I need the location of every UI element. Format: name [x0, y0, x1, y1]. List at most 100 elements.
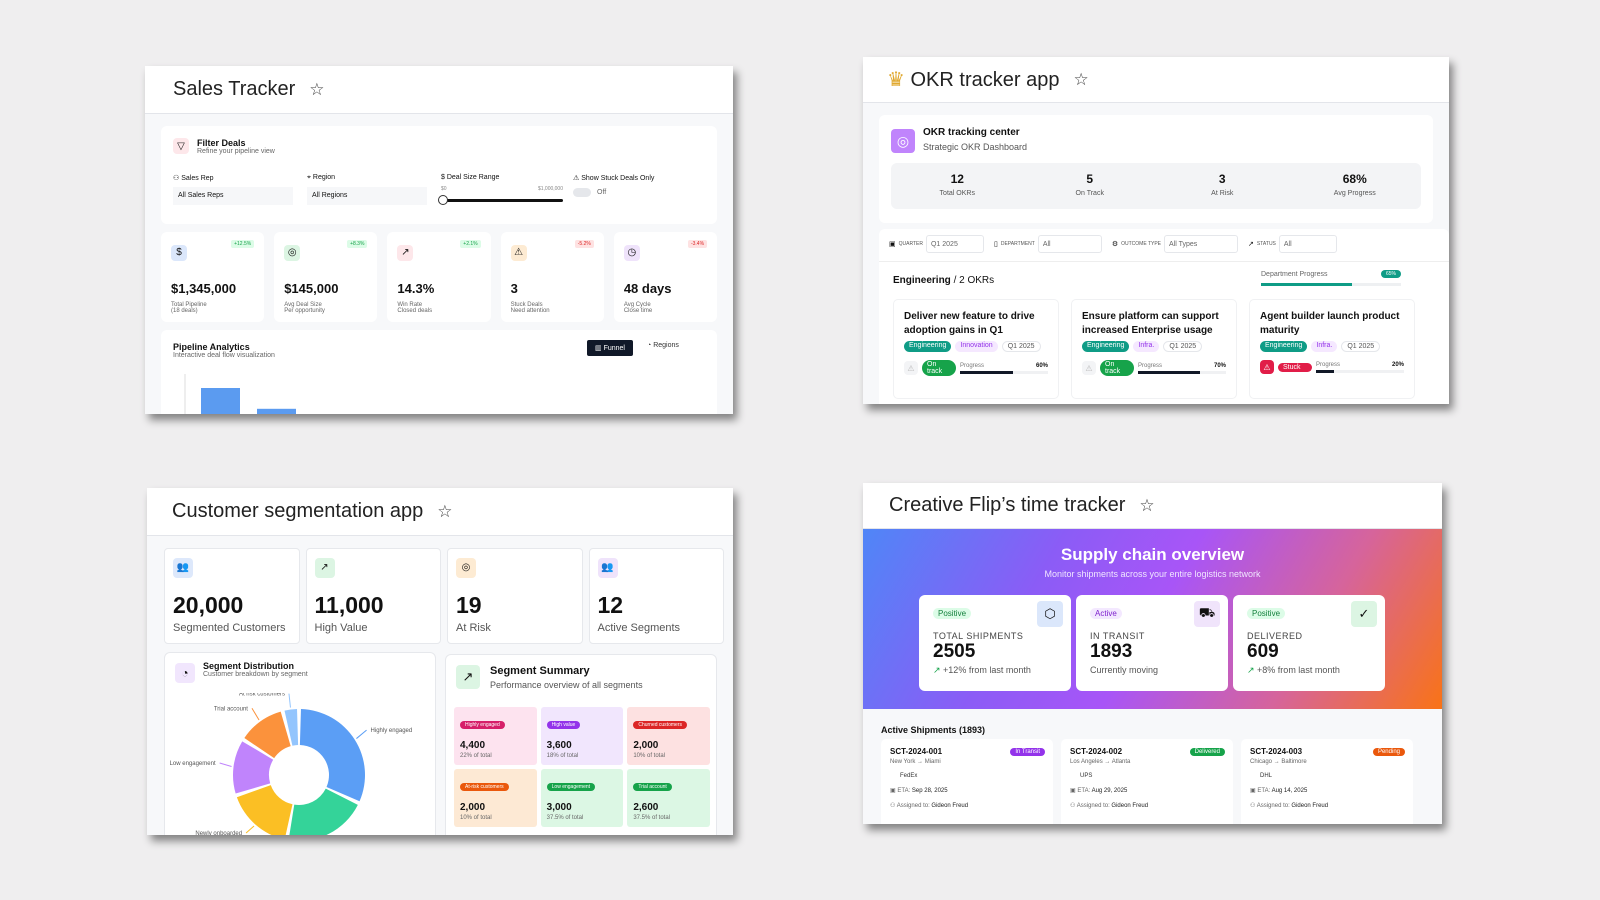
- filter-select[interactable]: All: [1278, 235, 1337, 253]
- donut-slice[interactable]: [236, 785, 293, 835]
- card-header: Sales Tracker ☆: [145, 66, 733, 114]
- filter-label: OUTCOME TYPE: [1121, 241, 1162, 247]
- hero-subtitle: Monitor shipments across your entire log…: [1044, 569, 1261, 579]
- donut-slice[interactable]: [233, 741, 274, 794]
- okr-status-badge: On track: [1100, 360, 1134, 376]
- carrier: FedEx: [900, 773, 918, 779]
- star-icon[interactable]: ☆: [1139, 495, 1155, 515]
- segment-pct: 18% of total: [546, 753, 579, 759]
- trend-up-icon: ↗: [933, 665, 944, 675]
- donut-slice[interactable]: [289, 788, 358, 835]
- stuck-label: Show Stuck Deals Only: [581, 175, 655, 182]
- active-shipments-title: Active Shipments (1893): [881, 725, 986, 735]
- star-icon[interactable]: ☆: [437, 501, 453, 521]
- shipment-card[interactable]: SCT-2024-003 Pending Chicago → Baltimore…: [1241, 739, 1413, 824]
- stat-badge: Positive: [1247, 608, 1286, 619]
- regions-button[interactable]: ◔ Regions: [647, 342, 679, 349]
- segment-tag: Trial account: [633, 783, 672, 791]
- okr-list-panel: ▣ QUARTER Q1 2025 ▯ DEPARTMENT All ⚙ OUTCOME TY…: [879, 229, 1449, 404]
- segment-kpi-card: 👥 12 Active Segments: [588, 548, 724, 644]
- stuck-toggle[interactable]: [573, 188, 591, 197]
- segment-tile[interactable]: At-risk customers 2,000 10% of total: [454, 769, 537, 827]
- okr-filter: ▯ DEPARTMENT All: [994, 235, 1102, 253]
- stat-value: 2505: [933, 641, 976, 662]
- okr-stat-label: On Track: [1075, 190, 1104, 197]
- supply-chain-card: Creative Flip’s time tracker ☆ Supply ch…: [863, 483, 1442, 824]
- okr-stat-value: 5: [1086, 172, 1094, 186]
- shipment-card[interactable]: SCT-2024-001 In Transit New York → Miami…: [881, 739, 1053, 824]
- segment-tile[interactable]: Churned customers 2,000 10% of total: [627, 707, 710, 765]
- user-icon: ⚇: [1250, 803, 1257, 809]
- segment-tile[interactable]: Trial account 2,600 37.5% of total: [627, 769, 710, 827]
- kpi-label: Avg Deal Size: [284, 301, 322, 308]
- arrow-right-icon: →: [1273, 759, 1280, 765]
- filter-select[interactable]: Q1 2025: [925, 235, 984, 253]
- filter-select[interactable]: All Types: [1164, 235, 1239, 253]
- okr-item-card[interactable]: Agent builder launch product maturity En…: [1249, 299, 1415, 399]
- card-title-text: OKR tracker app: [910, 69, 1060, 91]
- donut-slice[interactable]: [284, 709, 299, 746]
- shipment-stat-card: Active ⛟ IN TRANSIT 1893 Currently movin…: [1076, 595, 1228, 691]
- progress-value: 20%: [1391, 361, 1404, 368]
- okr-item-card[interactable]: Ensure platform can support increased En…: [1071, 299, 1237, 399]
- filter-subtitle: Refine your pipeline view: [197, 148, 275, 155]
- card-header: Creative Flip’s time tracker ☆: [863, 483, 1442, 529]
- okr-item-title: Ensure platform can support increased En…: [1082, 311, 1219, 336]
- slider-handle[interactable]: [438, 195, 448, 205]
- summary-title: Segment Summary: [490, 665, 590, 677]
- star-icon[interactable]: ☆: [1073, 69, 1089, 89]
- department-heading: Engineering / 2 OKRs: [893, 275, 994, 286]
- star-icon[interactable]: ☆: [309, 79, 325, 99]
- eta-value: Sep 28, 2025: [911, 788, 948, 794]
- segment-tag: Highly engaged: [460, 721, 505, 729]
- segment-kpi-value: 12: [597, 591, 624, 618]
- segment-tile[interactable]: High value 3,600 18% of total: [540, 707, 624, 765]
- okr-tag: Engineering: [1260, 341, 1308, 352]
- donut-slice[interactable]: [244, 711, 291, 759]
- trend-up-icon: ↗: [314, 557, 335, 578]
- deal-size-label: Deal Size Range: [446, 174, 500, 181]
- region-label: Region: [312, 174, 336, 181]
- card-title: ♛ OKR tracker app: [887, 67, 1059, 92]
- card-title: Creative Flip’s time tracker: [889, 494, 1126, 516]
- segment-tile[interactable]: Highly engaged 4,400 22% of total: [454, 707, 537, 765]
- warning-icon: ⚠: [573, 175, 582, 182]
- segment-tile[interactable]: Low engagement 3,000 37.5% of total: [540, 769, 624, 827]
- donut-leader-line: [251, 708, 260, 721]
- deal-size-slider[interactable]: [438, 195, 563, 205]
- kpi-card: $ +12.5% $1,345,000 Total Pipeline (18 d…: [161, 232, 265, 322]
- arrow-right-icon: →: [917, 759, 924, 765]
- stat-note: +12% from last month: [943, 665, 1031, 675]
- pin-icon: ⌖: [307, 174, 313, 181]
- shipment-status-badge: In Transit: [1010, 748, 1045, 756]
- dollar-icon: $: [171, 244, 187, 261]
- okr-status-badge: Stuck: [1278, 362, 1312, 372]
- kpi-change-badge: -3.4%: [687, 240, 708, 248]
- assignee: Gideon Freud: [931, 803, 969, 809]
- donut-leader-line: [288, 693, 291, 708]
- bar[interactable]: [201, 388, 240, 414]
- sales-rep-select[interactable]: All Sales Reps: [173, 187, 293, 205]
- shipment-status-badge: Delivered: [1189, 748, 1225, 756]
- dollar-icon: $: [441, 174, 447, 181]
- stat-label: TOTAL SHIPMENTS: [933, 631, 1024, 641]
- distribution-title: Segment Distribution: [203, 661, 295, 671]
- crown-icon: ♛: [887, 69, 905, 91]
- okr-tag: Engineering: [904, 341, 952, 352]
- region-select[interactable]: All Regions: [307, 187, 427, 205]
- bar[interactable]: [257, 408, 296, 414]
- okr-item-title: Agent builder launch product maturity: [1260, 311, 1400, 336]
- okr-item-card[interactable]: Deliver new feature to drive adoption ga…: [893, 299, 1059, 399]
- donut-label: Low engagement: [170, 761, 216, 767]
- shipment-card[interactable]: SCT-2024-002 Delivered Los Angeles → Atl…: [1061, 739, 1233, 824]
- kpi-sublabel: Need attention: [510, 307, 550, 314]
- okr-tag: Q1 2025: [1001, 341, 1041, 352]
- okr-stat-label: Avg Progress: [1333, 190, 1376, 197]
- assigned-label: Assigned to:: [1256, 803, 1290, 809]
- carrier: DHL: [1260, 773, 1273, 779]
- target-icon: ◎: [284, 244, 301, 261]
- filter-select[interactable]: All: [1037, 235, 1102, 253]
- donut-slice[interactable]: [299, 709, 365, 802]
- progress-label: Progress: [960, 362, 985, 369]
- funnel-button[interactable]: ▥ Funnel: [587, 340, 633, 356]
